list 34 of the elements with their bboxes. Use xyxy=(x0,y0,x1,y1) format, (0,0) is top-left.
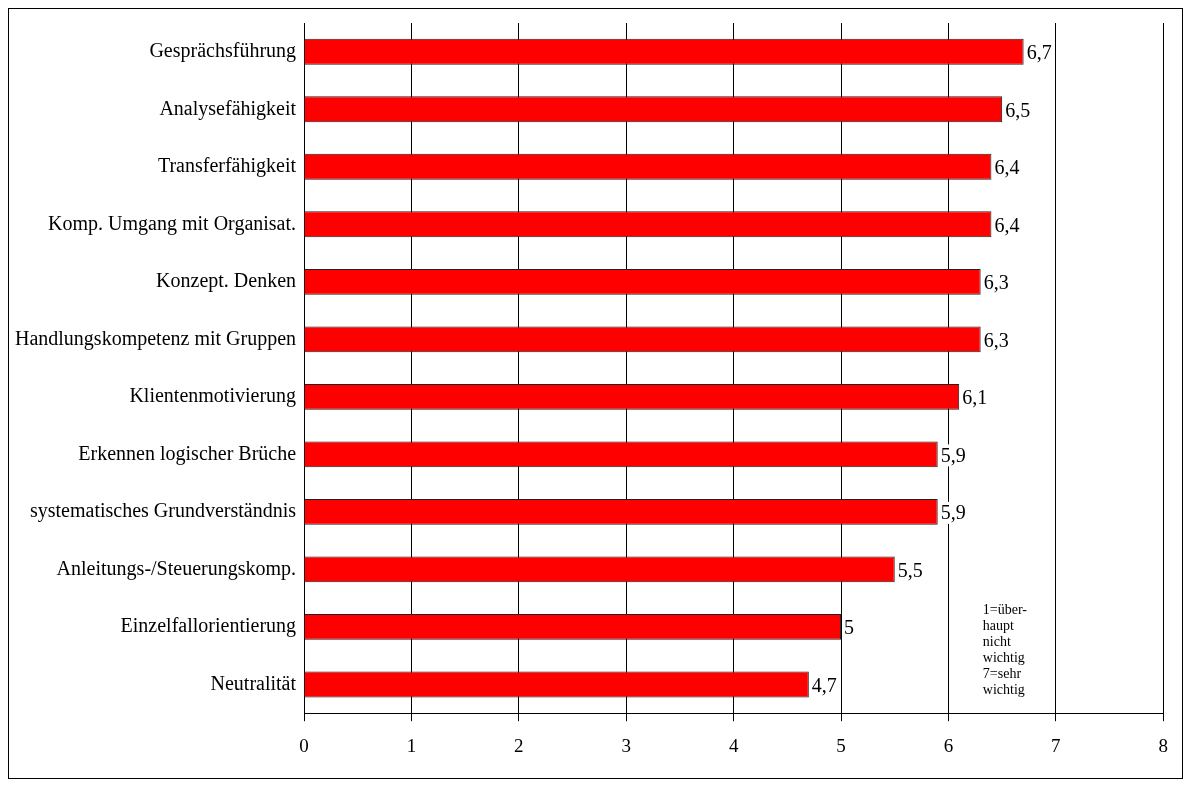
y-tick-label: systematisches Grundverständnis xyxy=(29,499,297,523)
x-tick-label: 1 xyxy=(406,734,417,756)
y-tick-label: Klientenmotivierung xyxy=(129,384,297,408)
x-tick-label: 6 xyxy=(943,734,954,756)
y-tick-label: Konzept. Denken xyxy=(156,269,297,293)
data-label: 6,4 xyxy=(994,213,1020,236)
y-tick-label: Gesprächsführung xyxy=(149,39,297,63)
data-label: 6,5 xyxy=(1005,98,1031,121)
x-tick-label: 0 xyxy=(299,734,309,756)
y-tick-label: Erkennen logischer Brüche xyxy=(78,441,297,465)
y-tick-label: Transferfähigkeit xyxy=(157,154,297,178)
x-tick-label: 7 xyxy=(1051,734,1061,756)
y-tick-label: Anleitungs-/Steuerungskomp. xyxy=(56,556,297,580)
data-label: 5 xyxy=(844,616,855,639)
y-tick-label: Einzelfallorientierung xyxy=(120,614,297,638)
data-label: 5,9 xyxy=(940,443,966,466)
x-tick-label: 3 xyxy=(621,734,631,756)
data-label: 6,3 xyxy=(983,271,1009,294)
data-label: 6,7 xyxy=(1026,41,1052,64)
data-label: 6,1 xyxy=(962,386,988,409)
data-label: 4,7 xyxy=(811,673,837,696)
data-label: 6,3 xyxy=(983,328,1009,351)
y-tick-label: Handlungskompetenz mit Gruppen xyxy=(14,326,297,350)
annotation: 1=über-haupt nicht wichtig 7=sehr wichtig xyxy=(982,601,1028,697)
data-label: 5,9 xyxy=(940,501,966,524)
data-label: 6,4 xyxy=(994,156,1020,179)
y-tick-label: Komp. Umgang mit Organisat. xyxy=(48,211,297,235)
y-tick-label: Neutralität xyxy=(210,671,297,694)
x-tick-label: 8 xyxy=(1158,734,1168,756)
data-label: 5,5 xyxy=(897,558,923,581)
x-tick-label: 4 xyxy=(728,734,739,756)
x-tick-label: 2 xyxy=(514,734,524,756)
y-tick-label: Analysefähigkeit xyxy=(159,96,297,120)
x-tick-label: 5 xyxy=(836,734,846,756)
